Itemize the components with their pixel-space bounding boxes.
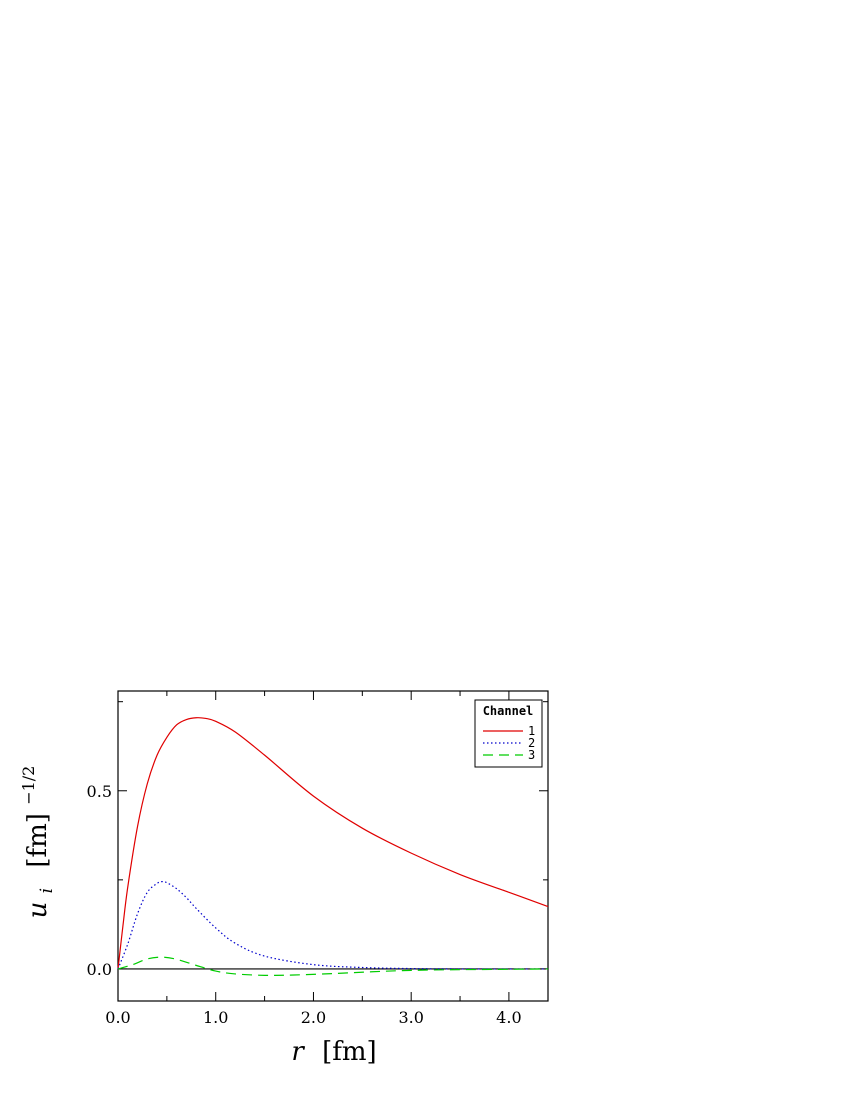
- axis-ticks: 0.0 1.0 2.0 3.0 4.0 0.0 0.5: [87, 691, 548, 1027]
- x-tick-label: 3.0: [398, 1008, 423, 1027]
- x-axis-symbol: r: [291, 1037, 305, 1067]
- series-line-channel-2: [117, 880, 549, 970]
- x-tick-label: 4.0: [496, 1008, 521, 1027]
- x-axis-unit: [fm]: [322, 1037, 377, 1067]
- svg-text:u i [fm] −1/: u i [fm] −1/2: [19, 766, 59, 919]
- series-line-channel-1: [117, 717, 549, 969]
- y-axis-exponent: −1/2: [19, 766, 38, 805]
- series-line-channel-3: [117, 956, 549, 977]
- svg-text:r [fm]: r [fm]: [291, 1037, 376, 1067]
- x-axis-label: r [fm]: [291, 1037, 376, 1067]
- legend-label-channel-2: 2: [528, 736, 535, 750]
- legend-label-channel-1: 1: [528, 724, 535, 738]
- y-axis-label: u i [fm] −1/2: [19, 766, 59, 919]
- x-tick-label: 0.0: [105, 1008, 130, 1027]
- y-axis-symbol: u: [23, 902, 53, 919]
- series-group: [117, 717, 549, 977]
- y-tick-label: 0.5: [87, 782, 112, 801]
- plot-frame: [117, 690, 549, 1002]
- legend: Channel 123: [474, 699, 543, 768]
- x-tick-label: 1.0: [203, 1008, 228, 1027]
- legend-box: [474, 699, 543, 768]
- y-axis-unit: [fm]: [23, 813, 53, 868]
- y-tick-label: 0.0: [87, 960, 112, 979]
- legend-title: Channel: [483, 704, 534, 718]
- legend-items: 123: [483, 724, 535, 762]
- plot-frame-group: [117, 690, 549, 1002]
- y-axis-subscript: i: [37, 888, 57, 893]
- x-tick-label: 2.0: [301, 1008, 326, 1027]
- legend-label-channel-3: 3: [528, 748, 535, 762]
